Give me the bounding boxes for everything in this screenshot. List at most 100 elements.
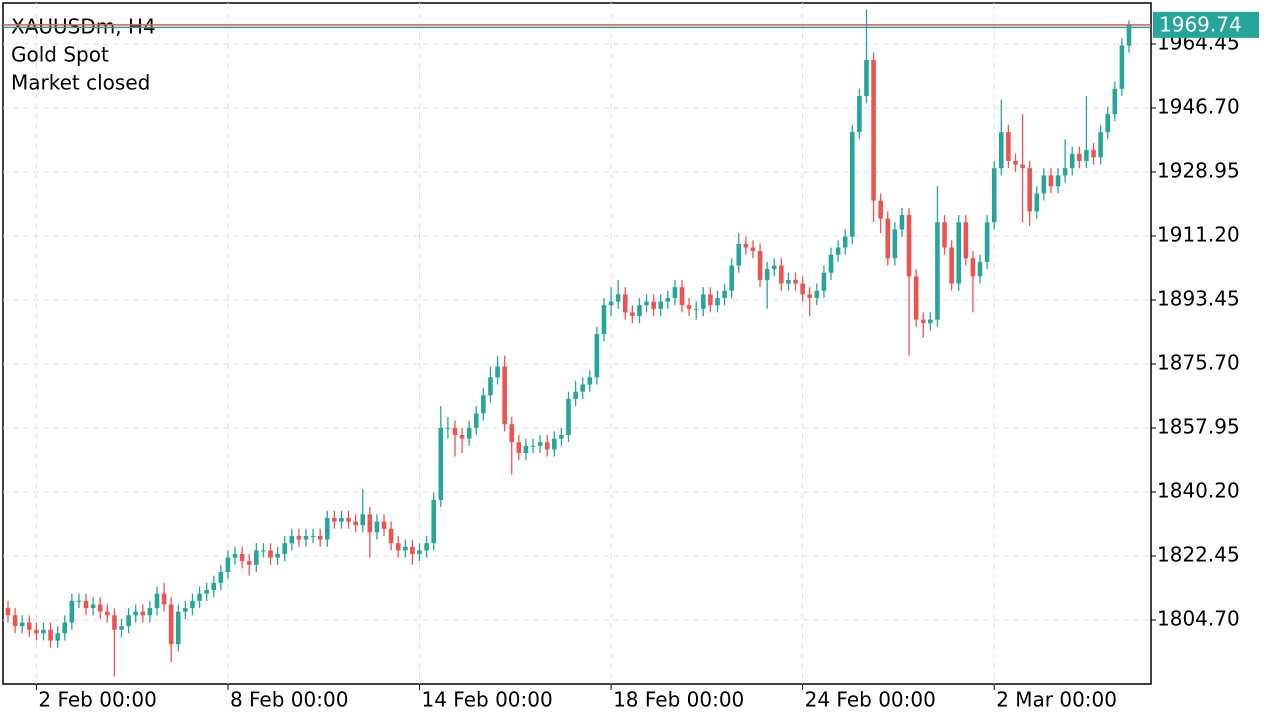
candle-body: [970, 258, 976, 277]
candle-body: [764, 269, 770, 280]
candle-body: [332, 517, 337, 522]
candle-body: [523, 445, 529, 454]
candle-body: [885, 218, 891, 259]
candle-body: [55, 633, 60, 641]
candle-body: [5, 608, 11, 616]
candle-body: [949, 247, 954, 284]
y-tick-label: 1840.20: [1157, 478, 1240, 502]
candle-body: [381, 521, 387, 529]
candle-body: [473, 413, 479, 428]
candle-body: [984, 222, 990, 262]
candle-body: [324, 517, 330, 540]
candle-body: [615, 294, 621, 302]
candle-body: [708, 294, 713, 306]
candle-body: [204, 590, 209, 594]
candle-body: [998, 132, 1004, 169]
candle-body: [353, 521, 358, 526]
candle-body: [608, 301, 614, 306]
candle-body: [906, 215, 912, 277]
candle-body: [1105, 114, 1111, 133]
y-tick-label: 1804.70: [1157, 606, 1240, 630]
candle-body: [771, 265, 777, 270]
candle-body: [282, 543, 288, 555]
candle-body: [757, 251, 763, 280]
candle-body: [83, 600, 89, 609]
candle-body: [48, 629, 53, 641]
grid: [3, 3, 1151, 684]
candle-body: [296, 535, 302, 540]
candle-body: [935, 222, 940, 320]
candle-body: [736, 243, 742, 266]
candle-body: [34, 629, 39, 634]
candle-body: [154, 593, 160, 609]
candle-body: [438, 427, 444, 500]
candle-body: [339, 517, 344, 522]
candle-body: [665, 297, 671, 302]
candle-body: [360, 514, 366, 526]
candle-body: [225, 557, 231, 573]
candle-body: [495, 366, 500, 378]
candle-body: [90, 604, 96, 609]
candle-body: [1013, 160, 1018, 165]
candle-body: [388, 528, 394, 544]
candle-body: [317, 535, 323, 540]
x-tick-label: 18 Feb 00:00: [613, 688, 744, 712]
candle-body: [729, 265, 734, 291]
y-tick-label: 1875.70: [1157, 350, 1240, 374]
candle-body: [374, 521, 380, 533]
last-price-box: [1153, 11, 1259, 38]
candle-body: [644, 301, 649, 306]
candle-body: [161, 593, 167, 605]
candle-body: [431, 499, 436, 544]
candle-body: [715, 297, 720, 306]
candle-body: [1041, 175, 1047, 194]
last-price-label: 1969.74: [1159, 12, 1242, 36]
candle-body: [743, 243, 749, 248]
candle-body: [622, 294, 628, 313]
candle-body: [1020, 164, 1025, 169]
candle-body: [140, 611, 146, 616]
candle-body: [530, 445, 536, 447]
candle-body: [346, 517, 351, 522]
candle-body: [842, 236, 848, 248]
candle-body: [573, 391, 578, 399]
plot-frame: [2, 2, 1152, 685]
candle-body: [857, 96, 862, 133]
x-tick-label: 14 Feb 00:00: [422, 688, 553, 712]
candle-body: [261, 550, 266, 552]
candle-body: [147, 608, 153, 616]
candle-body: [466, 427, 472, 439]
y-tick-label: 1857.95: [1157, 414, 1240, 438]
x-tick-label: 8 Feb 00:00: [230, 688, 349, 712]
candle-body: [1091, 150, 1096, 158]
candle-body: [814, 290, 820, 298]
candle-body: [928, 319, 933, 324]
candle-body: [913, 276, 919, 320]
candle-body: [254, 550, 259, 565]
y-tick-label: 1893.45: [1157, 286, 1240, 310]
candle-body: [750, 247, 756, 252]
chart-subtitle: Gold Spot: [11, 43, 109, 67]
candle-body: [942, 222, 947, 248]
candle-body: [481, 395, 486, 414]
candle-body: [559, 435, 564, 439]
candle-body: [594, 334, 600, 378]
candle-body: [991, 168, 997, 223]
candle-body: [566, 398, 571, 436]
chart-title: XAUUSDm, H4: [11, 15, 156, 39]
candle-body: [62, 622, 68, 634]
candle-body: [679, 287, 685, 306]
candle-body: [686, 305, 692, 309]
candle-body: [786, 279, 791, 284]
y-tick-label: 1946.70: [1157, 94, 1240, 118]
x-tick-label: 24 Feb 00:00: [805, 688, 936, 712]
candle-body: [821, 272, 827, 291]
y-tick-label: 1822.45: [1157, 542, 1240, 566]
y-tick-label: 1911.20: [1157, 222, 1240, 246]
candle-body: [239, 554, 245, 562]
candle-body: [133, 611, 139, 616]
candle-body: [807, 294, 813, 298]
candle-body: [1119, 45, 1125, 89]
candle-body: [445, 427, 451, 429]
